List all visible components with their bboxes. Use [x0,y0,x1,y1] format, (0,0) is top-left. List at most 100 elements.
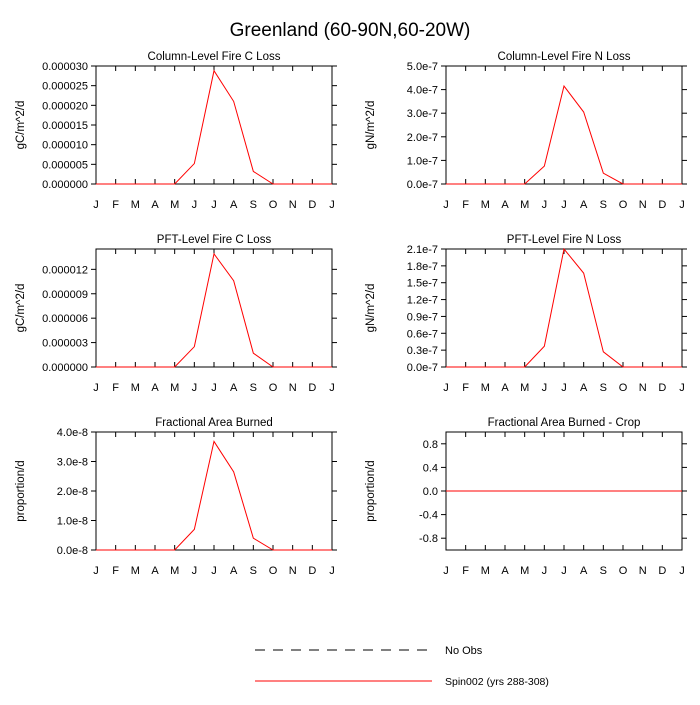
x-tick-label: O [269,565,278,577]
x-tick-label: A [230,565,238,577]
y-tick-label: 0.6e-7 [407,328,438,340]
x-tick-label: F [462,565,469,577]
x-tick-label: M [131,199,140,211]
x-tick-label: J [93,382,99,394]
x-tick-label: J [542,565,548,577]
y-tick-label: 3.0e-8 [57,457,88,469]
page-title: Greenland (60-90N,60-20W) [230,20,471,41]
y-tick-label: 0.000006 [42,313,88,325]
y-tick-label: 0.000015 [42,120,88,132]
x-tick-label: D [658,565,666,577]
y-tick-label: 4.0e-8 [57,427,88,439]
y-tick-label: 0.000005 [42,159,88,171]
legend-label: Spin002 (yrs 288-308) [445,676,549,688]
x-tick-label: M [520,199,529,211]
x-tick-label: J [211,565,217,577]
x-tick-label: A [580,565,588,577]
x-tick-label: J [561,382,567,394]
x-tick-label: M [520,382,529,394]
y-axis-label: proportion/d [15,460,27,521]
x-tick-label: N [639,565,647,577]
x-tick-label: M [481,382,490,394]
x-tick-label: N [639,199,647,211]
series-line [96,440,332,551]
x-tick-label: J [211,382,217,394]
x-tick-label: M [520,565,529,577]
plot-frame [95,65,333,185]
x-tick-label: F [112,565,119,577]
x-tick-label: J [679,565,685,577]
y-tick-label: 2.1e-7 [407,244,438,256]
x-tick-label: D [658,199,666,211]
x-tick-label: N [639,382,647,394]
x-tick-label: D [658,382,666,394]
x-tick-label: S [250,199,257,211]
x-tick-label: O [269,382,278,394]
x-tick-label: J [542,382,548,394]
y-tick-label: 0.000020 [42,100,88,112]
y-axis-label: gC/m^2/d [15,101,27,150]
y-tick-label: 0.0e-7 [407,362,438,374]
y-tick-label: 1.8e-7 [407,261,438,273]
x-tick-label: J [329,565,335,577]
x-tick-label: O [269,199,278,211]
x-tick-label: F [112,382,119,394]
x-tick-label: N [289,565,297,577]
x-tick-label: M [481,565,490,577]
y-tick-label: 0.000025 [42,81,88,93]
y-tick-label: 0.0 [423,486,438,498]
x-tick-label: S [600,565,607,577]
x-tick-label: J [679,199,685,211]
x-tick-label: J [192,199,198,211]
x-tick-label: J [443,382,449,394]
x-tick-label: S [250,382,257,394]
x-tick-label: D [308,565,316,577]
panel-title: PFT-Level Fire C Loss [157,234,272,246]
x-tick-label: J [93,565,99,577]
x-tick-label: J [443,565,449,577]
x-tick-label: A [151,199,159,211]
y-tick-label: 1.0e-7 [407,155,438,167]
plot-frame [95,431,333,551]
series-line [96,252,332,368]
y-tick-label: 0.0e-8 [57,545,88,557]
y-tick-label: 5.0e-7 [407,61,438,73]
x-tick-label: M [131,565,140,577]
x-tick-label: M [131,382,140,394]
y-tick-label: 1.2e-7 [407,295,438,307]
x-tick-label: A [230,199,238,211]
series-line [446,247,682,368]
y-tick-label: 4.0e-7 [407,85,438,97]
x-tick-label: F [462,199,469,211]
y-tick-label: 0.000009 [42,289,88,301]
y-tick-label: 0.000030 [42,61,88,73]
y-tick-label: -0.8 [419,533,438,545]
y-tick-label: 0.000000 [42,179,88,191]
x-tick-label: F [462,382,469,394]
plot-frame [95,248,333,368]
x-tick-label: J [679,382,685,394]
panel-title: Fractional Area Burned [155,417,273,429]
series-line [446,84,682,185]
series-line [96,69,332,185]
y-tick-label: 2.0e-8 [57,486,88,498]
x-tick-label: J [561,565,567,577]
x-tick-label: J [561,199,567,211]
x-tick-label: F [112,199,119,211]
x-tick-label: A [501,382,509,394]
x-tick-label: O [619,382,628,394]
y-axis-label: proportion/d [365,460,377,521]
y-tick-label: 0.000012 [42,264,88,276]
x-tick-label: N [289,382,297,394]
x-tick-label: M [170,565,179,577]
x-tick-label: A [151,565,159,577]
x-tick-label: O [619,199,628,211]
x-tick-label: J [192,565,198,577]
x-tick-label: A [151,382,159,394]
